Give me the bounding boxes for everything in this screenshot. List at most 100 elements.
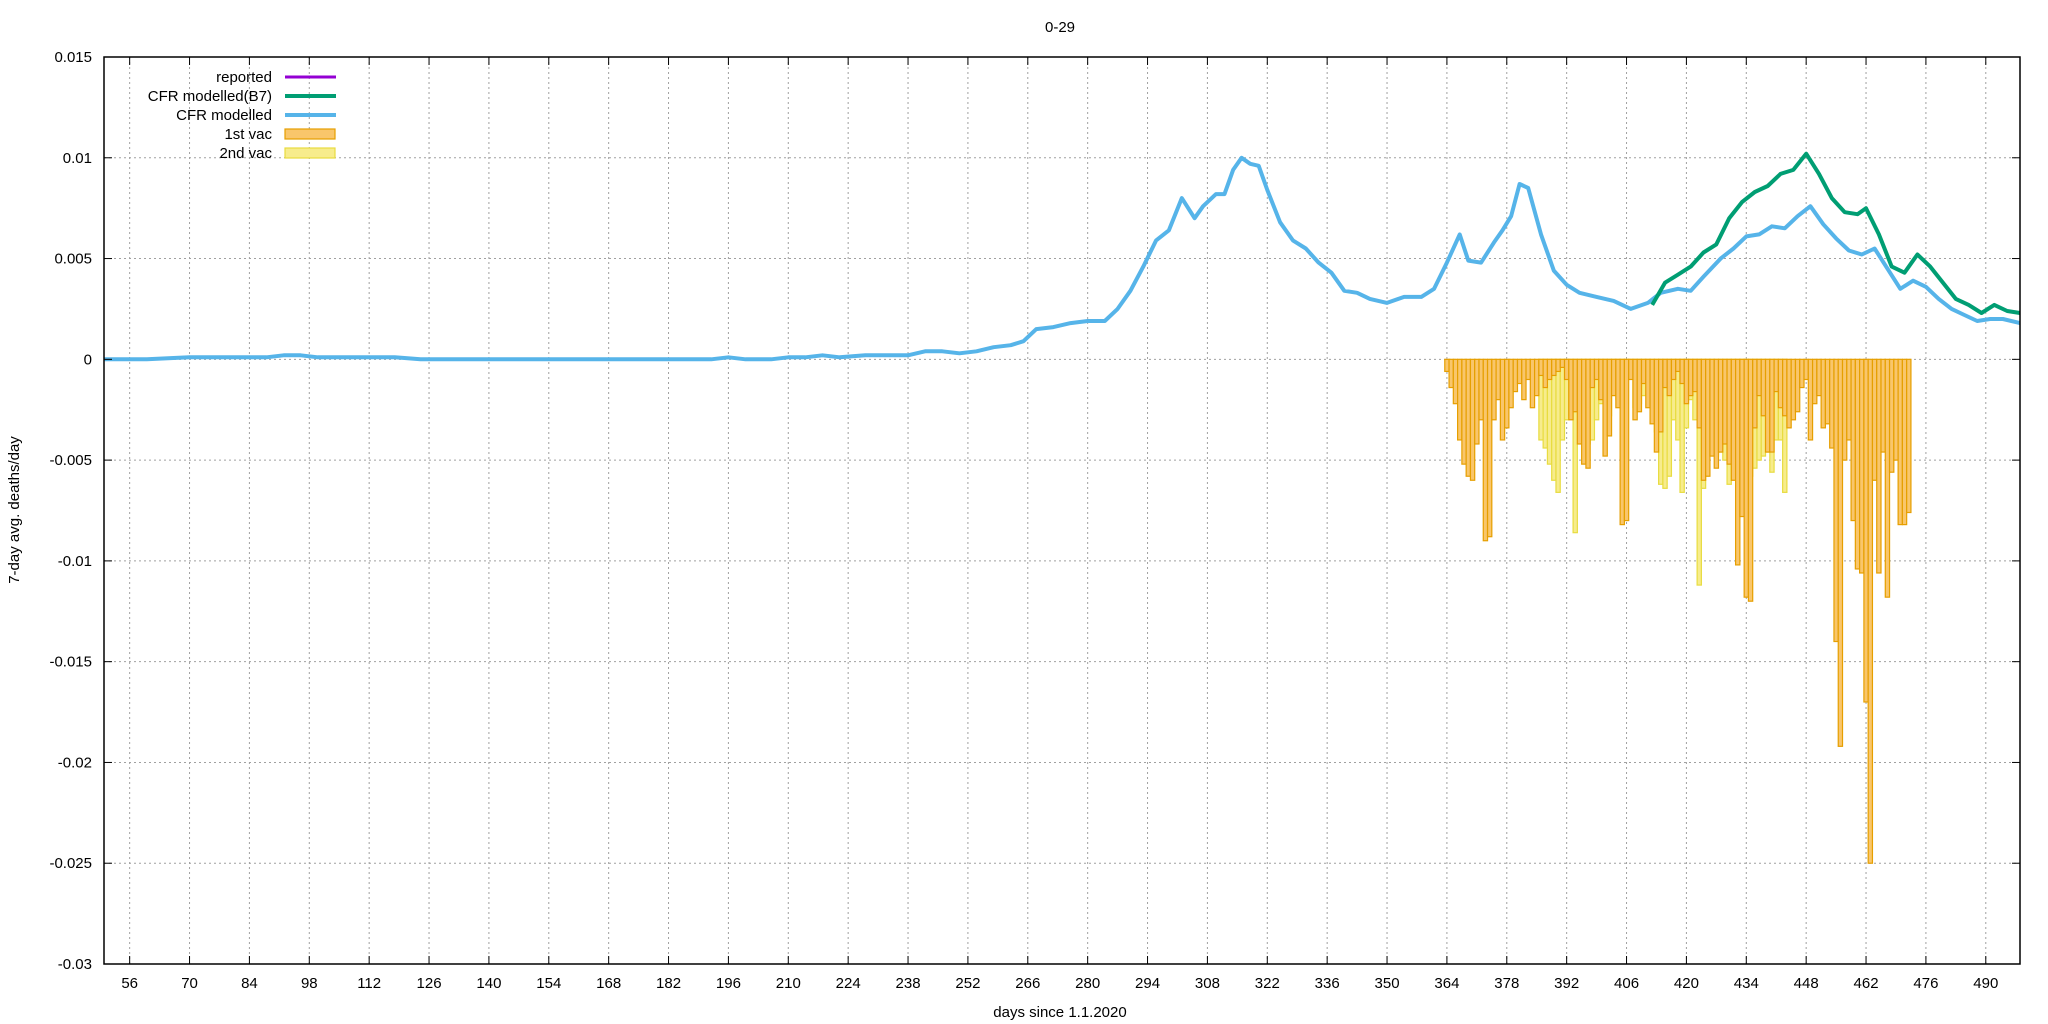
x-tick-label: 336 xyxy=(1315,975,1340,992)
vac1-bar xyxy=(1726,358,1732,465)
vac1-bar xyxy=(1679,358,1685,385)
vac1-bar xyxy=(1786,358,1792,429)
vac1-bar xyxy=(1551,358,1557,377)
vac1-bar xyxy=(1884,358,1891,598)
x-tick-label: 252 xyxy=(955,975,980,992)
vac1-bar xyxy=(1521,358,1527,401)
legend-label: 1st vac xyxy=(224,126,272,143)
legend-swatch xyxy=(284,128,336,140)
x-tick-label: 98 xyxy=(301,975,318,992)
lines-layer xyxy=(104,151,2021,362)
x-tick-label: 182 xyxy=(656,975,681,992)
x-tick-label: 462 xyxy=(1854,975,1879,992)
x-tick-label: 266 xyxy=(1015,975,1040,992)
vac1-bar xyxy=(1692,358,1698,393)
vac2-bar xyxy=(1559,358,1566,441)
vac1-bar xyxy=(1516,358,1523,385)
vac1-bar xyxy=(1482,358,1489,542)
vac1-bar xyxy=(1499,358,1506,441)
x-tick-label: 294 xyxy=(1135,975,1160,992)
vac1-bar xyxy=(1687,358,1694,397)
vac1-bar xyxy=(1640,358,1647,385)
vac1-bar xyxy=(1623,358,1630,522)
y-tick-label: -0.02 xyxy=(58,754,92,771)
vac1-bar xyxy=(1675,358,1681,373)
y-tick-label: 0 xyxy=(84,351,92,368)
vac1-bar xyxy=(1837,358,1844,747)
legend-label: 2nd vac xyxy=(219,145,272,162)
vac1-bar xyxy=(1628,358,1634,381)
vac1-bar xyxy=(1615,358,1621,409)
vac1-bar xyxy=(1585,358,1591,469)
x-tick-label: 56 xyxy=(121,975,138,992)
vac1-bar xyxy=(1508,358,1514,409)
y-tick-label: 0.015 xyxy=(54,49,92,66)
vac1-bar xyxy=(1850,358,1856,522)
bars-layer xyxy=(1444,358,1912,864)
vac1-bar xyxy=(1717,358,1724,453)
vac1-bar xyxy=(1730,358,1737,481)
vac1-bar xyxy=(1525,358,1531,381)
vac1-bar xyxy=(1833,358,1839,643)
vac1-bar xyxy=(1901,358,1908,526)
x-tick-label: 434 xyxy=(1734,975,1759,992)
vac1-bar xyxy=(1495,358,1501,401)
y-tick-label: 0.005 xyxy=(54,251,92,268)
vac1-bar xyxy=(1491,358,1497,421)
vac1-bar xyxy=(1867,358,1874,864)
vac1-bar xyxy=(1876,358,1882,574)
vac1-bar xyxy=(1846,358,1852,441)
x-tick-label: 70 xyxy=(181,975,198,992)
vac1-bar xyxy=(1658,358,1664,433)
vac1-bar xyxy=(1888,358,1895,473)
legend-label: reported xyxy=(216,69,272,86)
vac1-bar xyxy=(1769,358,1775,453)
vac1-bar xyxy=(1854,358,1861,570)
vac1-bar xyxy=(1632,358,1638,421)
vac1-bar xyxy=(1722,358,1728,445)
legend-entry: CFR modelled(B7) xyxy=(148,88,336,105)
vac1-bar xyxy=(1653,358,1660,453)
y-tick-label: -0.01 xyxy=(58,553,92,570)
y-tick-label: -0.005 xyxy=(49,452,92,469)
vac1-bar xyxy=(1683,358,1690,405)
vac1-bar xyxy=(1782,358,1788,417)
vac1-bar xyxy=(1469,358,1476,481)
vac1-bar xyxy=(1465,358,1472,477)
vac1-bar xyxy=(1542,358,1549,389)
vac1-bar xyxy=(1444,358,1450,373)
vac1-bar xyxy=(1871,358,1878,481)
vac1-bar xyxy=(1649,358,1655,425)
legend-entry: 1st vac xyxy=(224,126,336,143)
vac1-bar xyxy=(1568,358,1574,421)
x-tick-label: 196 xyxy=(716,975,741,992)
x-tick-label: 350 xyxy=(1375,975,1400,992)
y-tick-label: -0.015 xyxy=(49,654,92,671)
vac1-bar xyxy=(1452,358,1459,405)
grid xyxy=(104,57,2020,964)
vac1-bar xyxy=(1820,358,1827,429)
x-tick-label: 210 xyxy=(776,975,801,992)
vac1-bar xyxy=(1897,358,1903,526)
vac1-bar xyxy=(1666,358,1673,397)
x-tick-label: 364 xyxy=(1434,975,1459,992)
legend-entry: reported xyxy=(216,69,336,86)
x-tick-label: 112 xyxy=(357,975,381,992)
vac1-bar xyxy=(1474,358,1480,445)
vac1-bar xyxy=(1807,358,1814,441)
x-tick-label: 280 xyxy=(1075,975,1100,992)
ticks: 56 70 84 98 112 126 140 154 168 182 196 210 224 238 25… xyxy=(49,49,2020,992)
x-tick-label: 322 xyxy=(1255,975,1280,992)
vac1-bar xyxy=(1589,358,1596,389)
legend-label: CFR modelled(B7) xyxy=(148,88,272,105)
x-tick-label: 420 xyxy=(1674,975,1699,992)
vac1-bar xyxy=(1696,358,1702,429)
vac1-bar xyxy=(1906,358,1912,514)
vac1-bar xyxy=(1602,358,1608,457)
vac1-bar xyxy=(1773,358,1779,393)
vac2-bar xyxy=(1555,358,1561,493)
x-axis-label: days since 1.1.2020 xyxy=(993,1004,1126,1021)
vac1-bar xyxy=(1803,358,1809,381)
vac1-bar xyxy=(1739,358,1745,518)
vac1-bar xyxy=(1598,358,1604,401)
